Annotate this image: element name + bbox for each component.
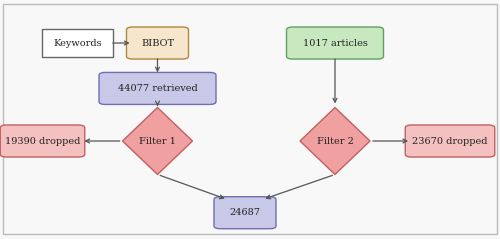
Text: Filter 1: Filter 1 xyxy=(139,136,176,146)
FancyBboxPatch shape xyxy=(405,125,495,157)
FancyBboxPatch shape xyxy=(286,27,384,59)
Text: 19390 dropped: 19390 dropped xyxy=(5,136,80,146)
Polygon shape xyxy=(122,108,192,174)
Text: 23670 dropped: 23670 dropped xyxy=(412,136,488,146)
FancyBboxPatch shape xyxy=(99,72,216,104)
FancyBboxPatch shape xyxy=(126,27,188,59)
FancyBboxPatch shape xyxy=(214,197,276,229)
Text: Keywords: Keywords xyxy=(53,38,102,48)
Polygon shape xyxy=(300,108,370,174)
Text: 44077 retrieved: 44077 retrieved xyxy=(118,84,198,93)
Text: Filter 2: Filter 2 xyxy=(316,136,354,146)
Text: 1017 articles: 1017 articles xyxy=(302,38,368,48)
Text: BIBOT: BIBOT xyxy=(141,38,174,48)
Text: 24687: 24687 xyxy=(230,208,260,217)
FancyBboxPatch shape xyxy=(0,125,84,157)
FancyBboxPatch shape xyxy=(42,29,112,57)
